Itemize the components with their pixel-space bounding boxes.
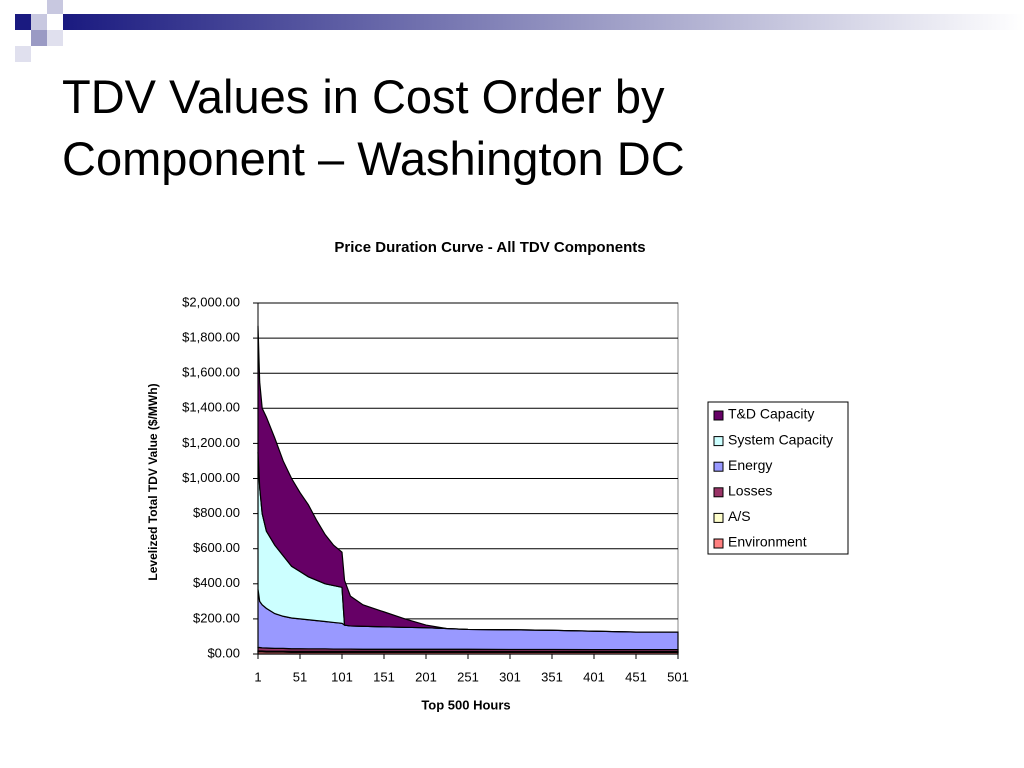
y-tick-label: $1,600.00 — [182, 365, 240, 380]
y-tick-label: $0.00 — [207, 645, 240, 660]
legend-swatch — [713, 538, 724, 549]
x-tick-label: 201 — [415, 669, 437, 684]
legend-box — [707, 401, 849, 555]
x-tick-label: 401 — [583, 669, 605, 684]
legend-swatch — [713, 512, 724, 523]
y-axis-title: Levelized Total TDV Value ($/MWh) — [146, 383, 160, 580]
x-tick-label: 151 — [373, 669, 395, 684]
legend-swatch — [713, 436, 724, 447]
x-tick-label: 1 — [254, 669, 261, 684]
y-tick-label: $400.00 — [193, 575, 240, 590]
y-tick-label: $1,400.00 — [182, 400, 240, 415]
slide-title: TDV Values in Cost Order by Component – … — [62, 70, 685, 185]
legend-label: System Capacity — [728, 431, 833, 447]
legend-label: A/S — [728, 508, 751, 524]
area — [257, 325, 678, 633]
y-tick-label: $1,800.00 — [182, 330, 240, 345]
legend-swatch — [713, 487, 724, 498]
legend-label: Energy — [728, 457, 772, 473]
x-tick-label: 451 — [625, 669, 647, 684]
y-tick-label: $600.00 — [193, 540, 240, 555]
x-tick-label: 301 — [499, 669, 521, 684]
header-decoration — [15, 0, 1024, 62]
chart-title: Price Duration Curve - All TDV Component… — [334, 239, 645, 256]
x-tick-label: 251 — [457, 669, 479, 684]
x-tick-label: 51 — [293, 669, 307, 684]
y-tick-label: $200.00 — [193, 610, 240, 625]
legend-label: T&D Capacity — [728, 406, 814, 422]
legend-label: Losses — [728, 483, 772, 499]
x-axis-title: Top 500 Hours — [421, 697, 510, 712]
x-tick-label: 351 — [541, 669, 563, 684]
legend-label: Environment — [728, 534, 807, 550]
legend-swatch — [713, 410, 724, 421]
x-tick-label: 101 — [331, 669, 353, 684]
legend-swatch — [713, 461, 724, 472]
y-tick-label: $1,200.00 — [182, 435, 240, 450]
y-tick-label: $2,000.00 — [182, 294, 240, 309]
y-tick-label: $800.00 — [193, 505, 240, 520]
x-tick-label: 501 — [667, 669, 689, 684]
y-tick-label: $1,000.00 — [182, 470, 240, 485]
